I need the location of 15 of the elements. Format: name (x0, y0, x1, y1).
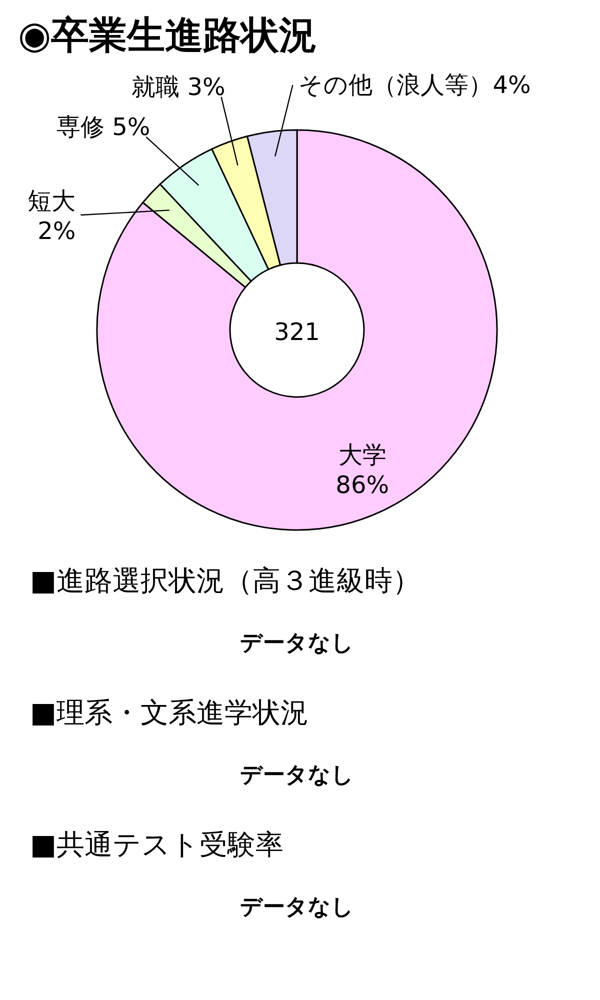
slice-label: 大学 (338, 440, 386, 469)
text: データなし (240, 895, 354, 920)
data-label: 86% (336, 470, 390, 499)
data-label: 2% (38, 216, 76, 245)
text: ■共通テスト受験率 (30, 828, 284, 861)
text: ■進路選択状況（高３進級時） (30, 564, 420, 597)
slice-label: その他（浪人等）4% (298, 71, 531, 100)
text: 321 (274, 318, 320, 346)
slice-label: 就職 3% (132, 72, 226, 101)
slice-label: 専修 5% (56, 112, 150, 141)
slice-label: 短大 (28, 186, 76, 215)
text: データなし (240, 763, 354, 788)
chart-title: ◉卒業生進路状況 (18, 13, 318, 57)
text: データなし (240, 631, 354, 656)
text: ■理系・文系進学状況 (30, 696, 308, 729)
